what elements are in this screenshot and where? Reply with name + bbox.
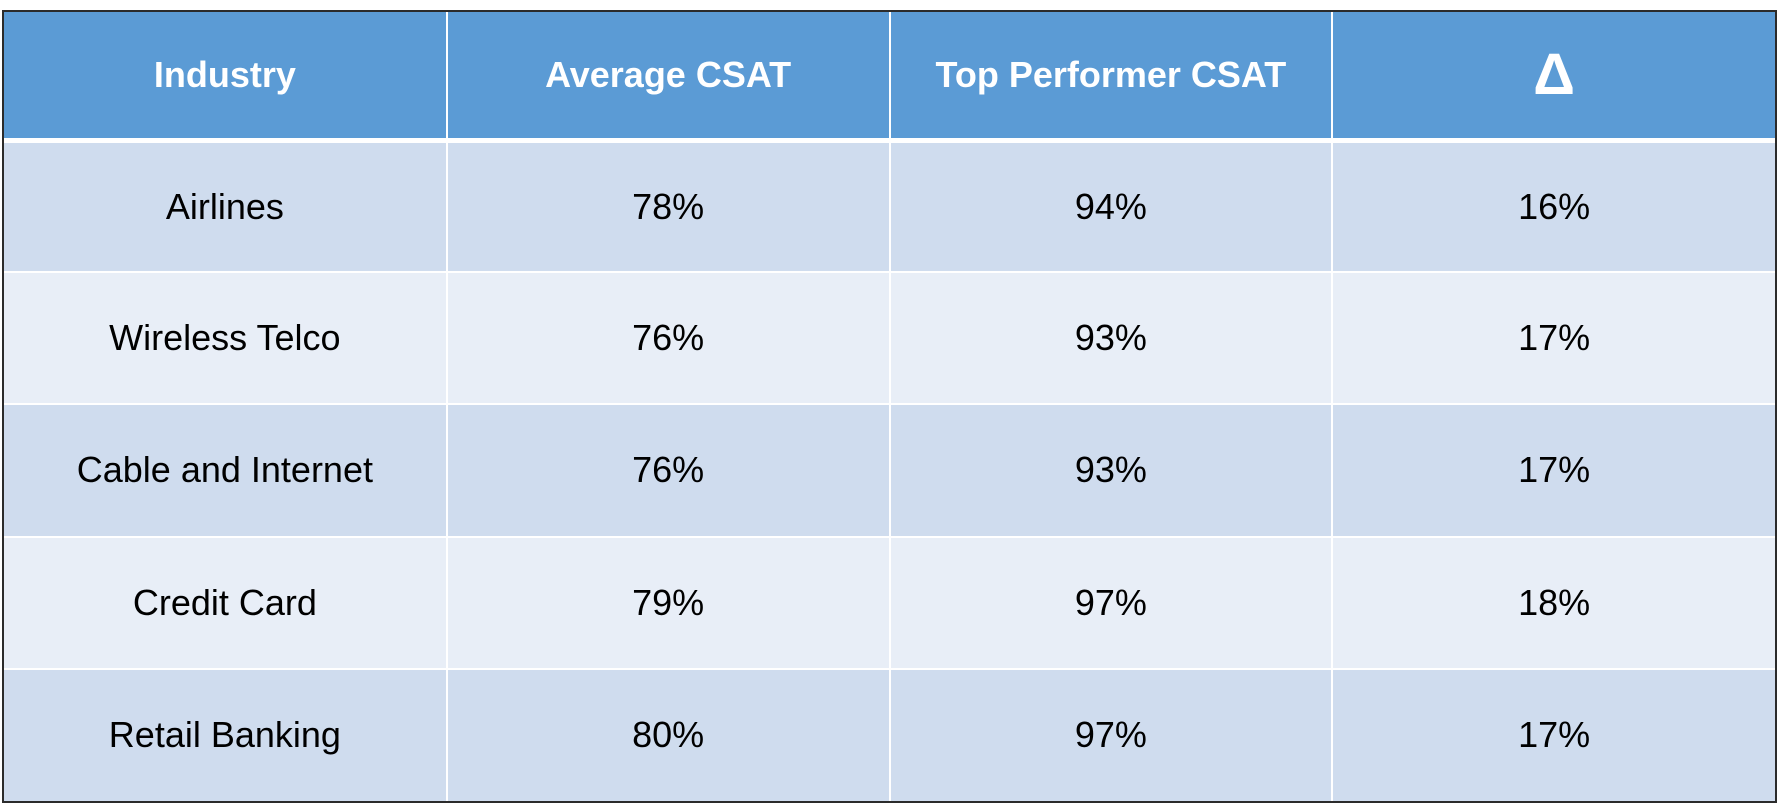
header-top-performer-csat: Top Performer CSAT (889, 12, 1334, 143)
csat-table: Industry Average CSAT Top Performer CSAT… (4, 12, 1775, 801)
cell-industry: Wireless Telco (4, 272, 448, 406)
table-row: Cable and Internet 76% 93% 17% (4, 404, 1775, 538)
table-row: Airlines 78% 94% 16% (4, 140, 1775, 274)
cell-top-performer-csat: 93% (889, 404, 1334, 538)
cell-top-performer-csat: 93% (889, 272, 1334, 406)
cell-top-performer-csat: 94% (889, 140, 1334, 274)
cell-average-csat: 78% (446, 140, 891, 274)
cell-average-csat: 79% (446, 536, 891, 670)
header-delta: Δ (1332, 12, 1775, 143)
cell-average-csat: 80% (446, 668, 891, 801)
cell-industry: Airlines (4, 140, 448, 274)
header-average-csat: Average CSAT (446, 12, 891, 143)
cell-delta: 18% (1332, 536, 1775, 670)
header-row: Industry Average CSAT Top Performer CSAT… (4, 12, 1775, 143)
cell-industry: Retail Banking (4, 668, 448, 801)
delta-symbol: Δ (1533, 41, 1575, 107)
cell-delta: 17% (1332, 404, 1775, 538)
cell-delta: 16% (1332, 140, 1775, 274)
table-body: Airlines 78% 94% 16% Wireless Telco 76% … (4, 140, 1775, 801)
header-industry: Industry (4, 12, 448, 143)
table-header: Industry Average CSAT Top Performer CSAT… (4, 12, 1775, 143)
cell-average-csat: 76% (446, 404, 891, 538)
cell-delta: 17% (1332, 272, 1775, 406)
cell-industry: Cable and Internet (4, 404, 448, 538)
cell-top-performer-csat: 97% (889, 536, 1334, 670)
cell-industry: Credit Card (4, 536, 448, 670)
cell-average-csat: 76% (446, 272, 891, 406)
table-row: Wireless Telco 76% 93% 17% (4, 272, 1775, 406)
cell-delta: 17% (1332, 668, 1775, 801)
csat-table-frame: Industry Average CSAT Top Performer CSAT… (2, 10, 1777, 803)
table-row: Retail Banking 80% 97% 17% (4, 668, 1775, 801)
cell-top-performer-csat: 97% (889, 668, 1334, 801)
table-row: Credit Card 79% 97% 18% (4, 536, 1775, 670)
